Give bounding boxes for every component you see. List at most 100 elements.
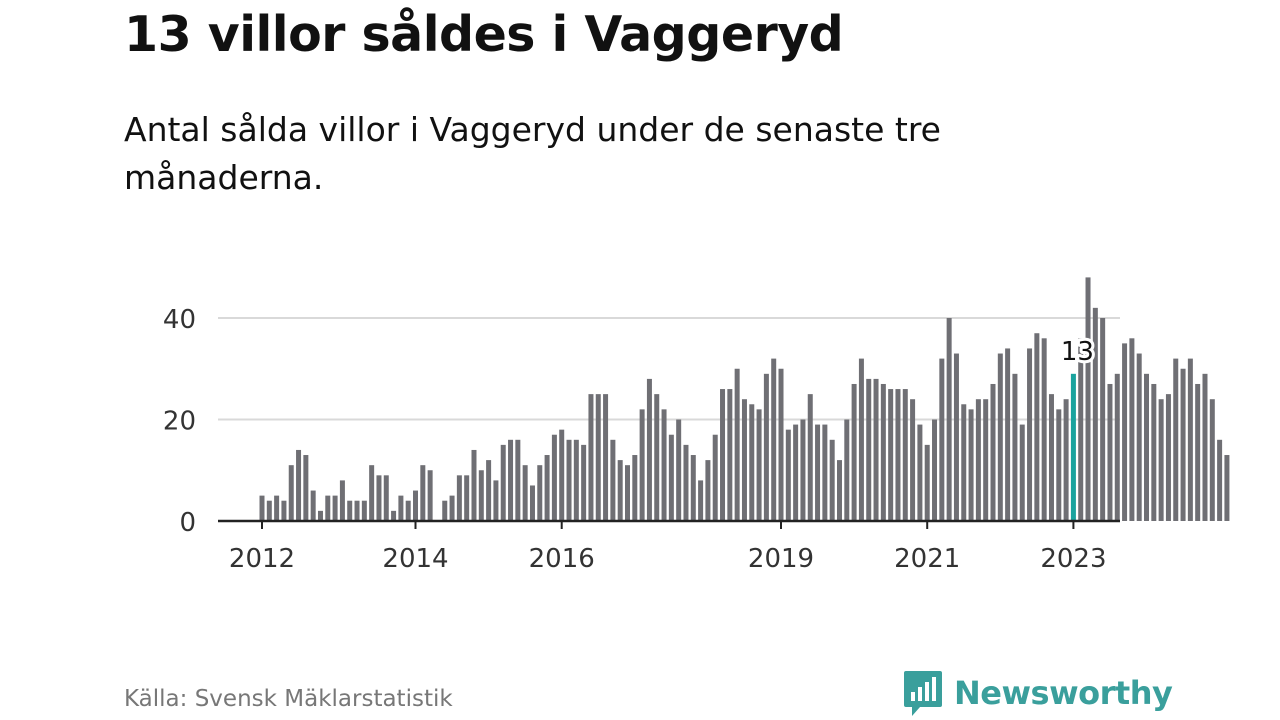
bar bbox=[354, 500, 360, 521]
bar bbox=[1173, 358, 1179, 521]
bar bbox=[581, 444, 587, 521]
bar bbox=[303, 455, 309, 521]
x-tick-label: 2021 bbox=[894, 544, 960, 574]
bar bbox=[625, 465, 630, 521]
bar bbox=[427, 470, 433, 521]
bar bbox=[566, 439, 572, 521]
bar bbox=[1005, 348, 1011, 521]
bar bbox=[975, 399, 981, 521]
bar bbox=[646, 378, 652, 521]
bar bbox=[661, 409, 667, 521]
bar bbox=[274, 495, 280, 521]
bar bbox=[1012, 373, 1018, 521]
bar bbox=[603, 394, 609, 521]
bar bbox=[325, 495, 331, 521]
bar bbox=[1209, 399, 1215, 521]
bar bbox=[822, 424, 828, 521]
bar bbox=[749, 404, 755, 521]
bar bbox=[266, 500, 272, 521]
bar bbox=[1122, 343, 1128, 521]
bar bbox=[698, 480, 704, 521]
bar bbox=[829, 439, 835, 521]
bar bbox=[910, 399, 916, 521]
bar bbox=[478, 470, 484, 521]
bar bbox=[1180, 368, 1186, 521]
bar bbox=[939, 358, 945, 521]
bar bbox=[288, 465, 294, 521]
bar bbox=[924, 444, 930, 521]
bar bbox=[1041, 338, 1047, 521]
bar bbox=[361, 500, 367, 521]
bar bbox=[551, 434, 557, 521]
bar bbox=[741, 399, 747, 521]
bar bbox=[771, 358, 777, 521]
bar bbox=[339, 480, 345, 521]
bar bbox=[763, 373, 769, 521]
bar bbox=[807, 394, 813, 521]
bar bbox=[281, 500, 287, 521]
bar bbox=[990, 383, 996, 521]
bar bbox=[1085, 277, 1091, 521]
bar bbox=[486, 460, 492, 521]
bar bbox=[888, 389, 894, 521]
bar bbox=[405, 500, 411, 521]
bar bbox=[1187, 358, 1193, 521]
bar bbox=[1144, 373, 1150, 521]
bar bbox=[632, 455, 638, 521]
bar bbox=[1019, 424, 1025, 521]
bar bbox=[895, 389, 901, 521]
bar bbox=[398, 495, 404, 521]
bar bbox=[442, 500, 448, 521]
bar bbox=[347, 500, 353, 521]
y-tick-label: 20 bbox=[163, 407, 196, 437]
bar bbox=[617, 460, 623, 521]
bar bbox=[756, 409, 762, 521]
x-tick-label: 2019 bbox=[748, 544, 814, 574]
bar bbox=[413, 490, 419, 521]
bar bbox=[1078, 338, 1084, 521]
bar bbox=[712, 434, 718, 521]
bar bbox=[1092, 307, 1098, 521]
bar bbox=[296, 449, 302, 521]
bar bbox=[420, 465, 426, 521]
x-tick-label: 2023 bbox=[1040, 544, 1106, 574]
bar bbox=[705, 460, 711, 521]
bar bbox=[1034, 333, 1040, 521]
bar bbox=[668, 434, 674, 521]
x-tick-label: 2014 bbox=[382, 544, 448, 574]
source-note: Källa: Svensk Mäklarstatistik bbox=[124, 686, 453, 712]
bar bbox=[961, 404, 967, 521]
bar bbox=[1114, 373, 1120, 521]
bar bbox=[317, 510, 323, 521]
bar bbox=[1195, 383, 1201, 521]
bar bbox=[1224, 455, 1230, 521]
highlight-bar bbox=[1070, 373, 1076, 521]
bar bbox=[932, 419, 938, 521]
bar bbox=[727, 389, 733, 521]
bar bbox=[588, 394, 594, 521]
bar bbox=[676, 419, 682, 521]
bar bbox=[449, 495, 455, 521]
bar bbox=[508, 439, 514, 521]
bar bbox=[456, 475, 462, 521]
bar bbox=[720, 389, 726, 521]
bar bbox=[522, 465, 528, 521]
bar bbox=[471, 449, 477, 521]
bar bbox=[537, 465, 543, 521]
bar bbox=[873, 378, 879, 521]
highlight-value-label-halo: 13 bbox=[1061, 337, 1094, 367]
x-tick-label: 2012 bbox=[229, 544, 295, 574]
bar bbox=[529, 485, 535, 521]
bar bbox=[1158, 399, 1164, 521]
bar bbox=[734, 368, 740, 521]
bar bbox=[836, 460, 842, 521]
bar bbox=[1107, 383, 1113, 521]
bar bbox=[1217, 439, 1223, 521]
bar bbox=[1048, 394, 1054, 521]
bar bbox=[573, 439, 579, 521]
y-tick-label: 0 bbox=[179, 508, 196, 538]
bar bbox=[654, 394, 660, 521]
bar bbox=[464, 475, 470, 521]
bar bbox=[793, 424, 799, 521]
